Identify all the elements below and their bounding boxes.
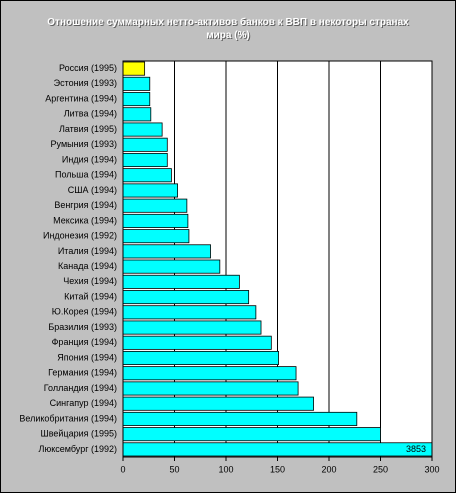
bar bbox=[123, 442, 432, 457]
data-label: 3853 bbox=[406, 444, 426, 454]
bar bbox=[123, 335, 272, 350]
y-tick-label: Аргентина (1994) bbox=[45, 93, 117, 103]
bar bbox=[123, 76, 151, 91]
bar bbox=[123, 229, 190, 244]
y-tick-label: Италия (1994) bbox=[58, 246, 117, 256]
bar bbox=[123, 274, 240, 289]
x-tick-label: 250 bbox=[373, 464, 388, 474]
y-tick-label: Бразилия (1993) bbox=[48, 322, 117, 332]
y-tick-label: Индонезия (1992) bbox=[43, 231, 117, 241]
y-tick-label: Люксембург (1992) bbox=[39, 444, 117, 454]
bar bbox=[123, 213, 189, 228]
y-tick-label: Мексика (1994) bbox=[53, 215, 117, 225]
bar bbox=[123, 61, 146, 76]
y-tick-label: Швейцария (1995) bbox=[40, 429, 117, 439]
y-tick-label: США (1994) bbox=[68, 185, 117, 195]
y-tick-label: Канада (1994) bbox=[58, 261, 117, 271]
x-tick-label: 100 bbox=[218, 464, 233, 474]
bar bbox=[123, 381, 299, 396]
y-tick-label: Латвия (1995) bbox=[59, 124, 117, 134]
bar bbox=[123, 411, 358, 426]
bar bbox=[123, 92, 151, 107]
bar bbox=[123, 152, 168, 168]
y-tick-label: Венгрия (1994) bbox=[54, 200, 117, 210]
y-tick-label: Индия (1994) bbox=[62, 154, 117, 164]
bar bbox=[123, 122, 163, 137]
bar bbox=[123, 168, 172, 183]
bar bbox=[123, 107, 152, 122]
x-tick-label: 300 bbox=[424, 464, 439, 474]
y-tick-label: Румыния (1993) bbox=[51, 139, 117, 149]
bar bbox=[123, 396, 314, 411]
x-tick-label: 50 bbox=[169, 464, 179, 474]
bar bbox=[123, 320, 262, 335]
x-tick-label: 0 bbox=[120, 464, 125, 474]
bar bbox=[123, 366, 297, 381]
y-tick-label: Япония (1994) bbox=[57, 352, 117, 362]
y-tick-label: Россия (1995) bbox=[59, 63, 117, 73]
bar bbox=[123, 137, 168, 152]
y-tick-label: Литва (1994) bbox=[64, 109, 117, 119]
bar bbox=[123, 183, 178, 198]
chart-title: Отношение суммарных нетто-активов банков… bbox=[47, 17, 409, 41]
bar bbox=[123, 350, 279, 366]
bar bbox=[123, 244, 211, 259]
y-tick-label: Ю.Корея (1994) bbox=[52, 307, 117, 317]
y-tick-label: Польша (1994) bbox=[55, 170, 117, 180]
y-tick-label: Великобритания (1994) bbox=[19, 413, 117, 423]
bar bbox=[123, 427, 381, 442]
y-tick-label: Чехия (1994) bbox=[63, 276, 117, 286]
y-tick-label: Эстония (1993) bbox=[54, 78, 117, 88]
y-tick-label: Франция (1994) bbox=[52, 337, 117, 347]
x-tick-label: 200 bbox=[321, 464, 336, 474]
bar bbox=[123, 305, 257, 320]
y-tick-label: Китай (1994) bbox=[64, 291, 117, 301]
bar bbox=[123, 198, 188, 213]
y-tick-label: Германия (1994) bbox=[48, 368, 117, 378]
bar bbox=[123, 259, 221, 274]
x-tick-label: 150 bbox=[270, 464, 285, 474]
y-tick-label: Сингапур (1994) bbox=[50, 398, 117, 408]
bar bbox=[123, 290, 250, 305]
y-tick-label: Голландия (1994) bbox=[44, 383, 117, 393]
